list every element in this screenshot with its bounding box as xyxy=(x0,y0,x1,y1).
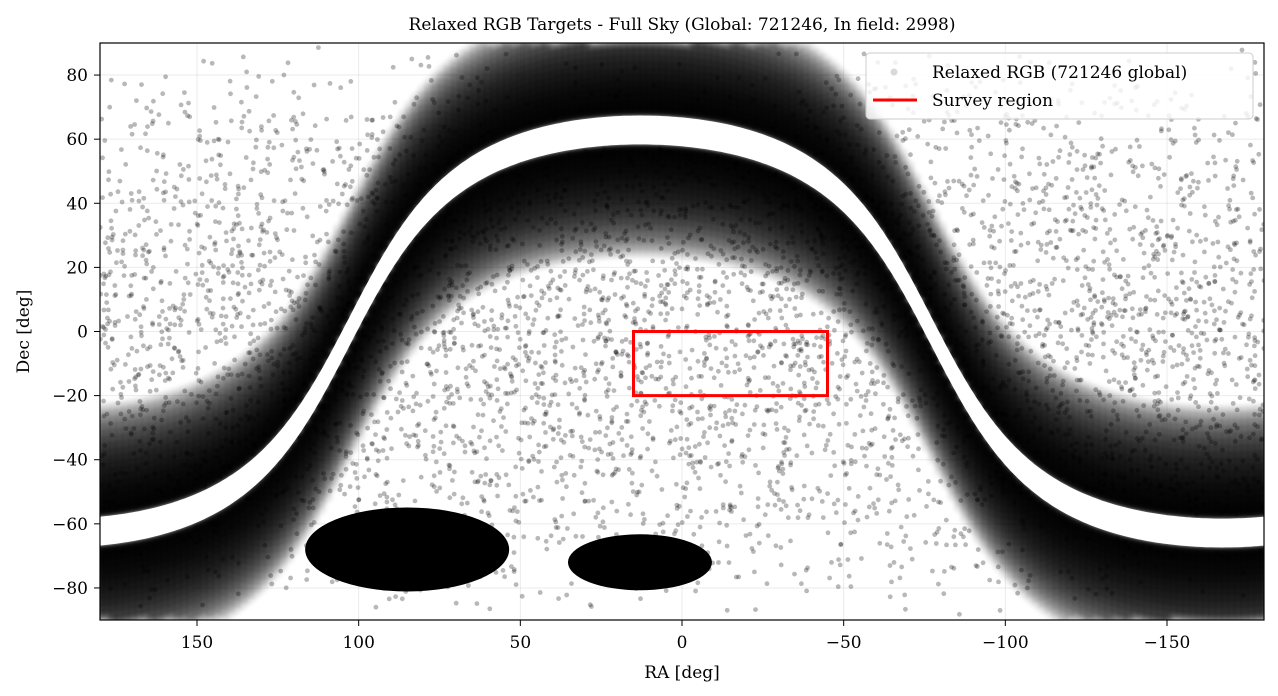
plot-area xyxy=(100,43,1264,620)
density-blob xyxy=(320,247,333,260)
density-blob xyxy=(339,210,352,223)
density-blob xyxy=(307,269,320,282)
density-blob xyxy=(352,185,365,198)
chart-title: Relaxed RGB Targets - Full Sky (Global: … xyxy=(409,15,956,35)
density-blob xyxy=(385,128,397,141)
density-blob xyxy=(365,161,378,174)
stellar-density-fill xyxy=(100,43,1264,620)
density-blobs xyxy=(100,43,1264,620)
